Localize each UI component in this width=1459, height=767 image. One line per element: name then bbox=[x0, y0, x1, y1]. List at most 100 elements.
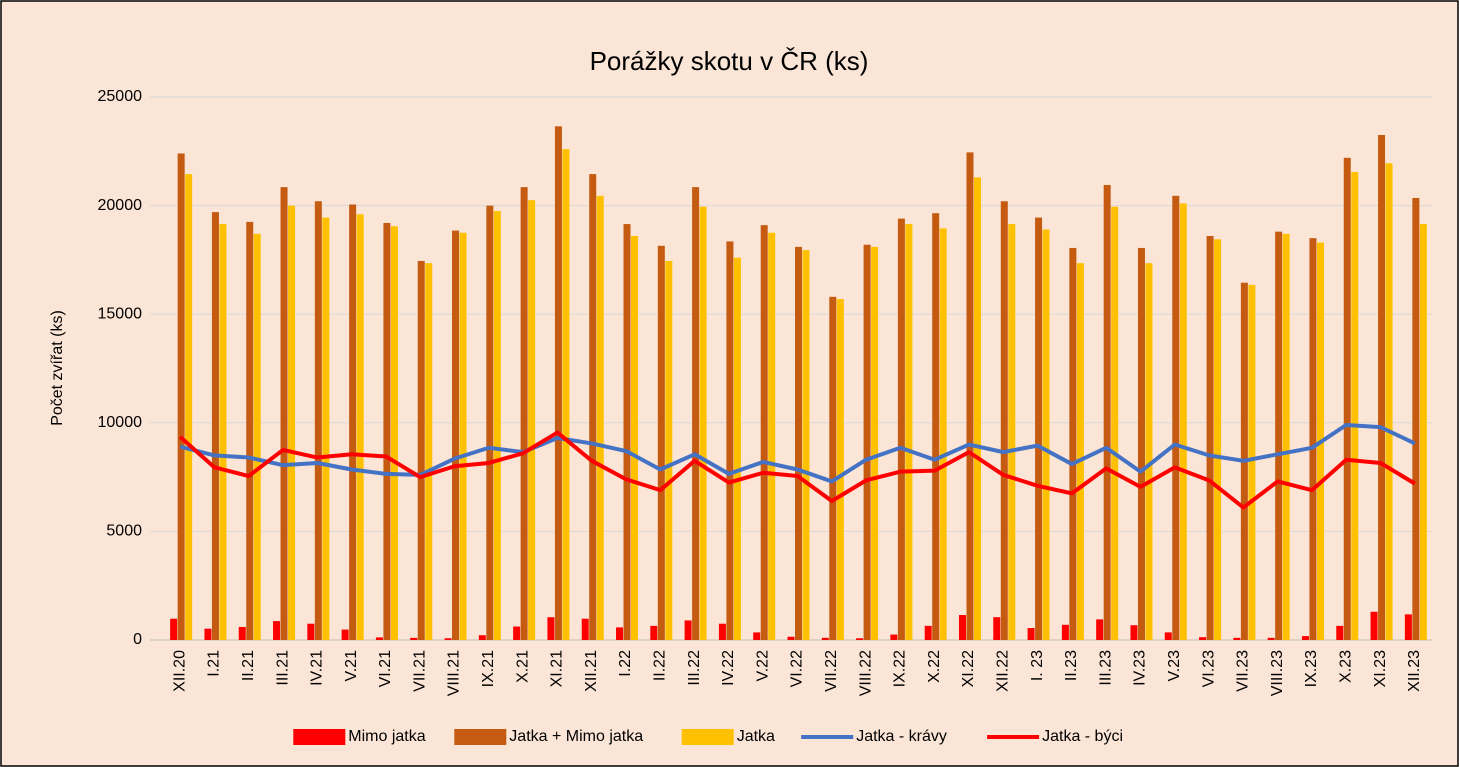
bar bbox=[768, 232, 776, 640]
x-tick-label: V.22 bbox=[754, 650, 771, 682]
bar bbox=[185, 174, 193, 640]
x-tick-label: II.21 bbox=[240, 650, 257, 681]
x-tick-label: VIII.23 bbox=[1269, 650, 1286, 696]
legend-label: Mimo jatka bbox=[348, 728, 425, 745]
bar bbox=[1096, 619, 1104, 640]
bar bbox=[170, 618, 178, 640]
bar bbox=[1370, 611, 1378, 640]
bar bbox=[1309, 238, 1317, 640]
x-tick-label: I.22 bbox=[617, 650, 634, 677]
bar bbox=[871, 246, 879, 641]
bar bbox=[1385, 163, 1393, 640]
bar bbox=[802, 250, 810, 640]
bar bbox=[581, 618, 589, 640]
y-tick-label: 0 bbox=[133, 631, 142, 648]
bar bbox=[631, 236, 639, 640]
bar bbox=[341, 629, 349, 640]
bar bbox=[1069, 247, 1077, 641]
x-tick-label: II.22 bbox=[652, 650, 669, 681]
bar bbox=[699, 206, 707, 640]
bar bbox=[211, 212, 219, 640]
y-tick-label: 25000 bbox=[98, 88, 143, 105]
y-axis-label: Počet zvířat (ks) bbox=[49, 310, 66, 426]
bar bbox=[1137, 247, 1145, 641]
y-tick-label: 10000 bbox=[98, 414, 143, 431]
chart-title: Porážky skotu v ČR (ks) bbox=[590, 46, 869, 76]
x-tick-label: V.23 bbox=[1166, 650, 1183, 682]
bar bbox=[939, 228, 947, 640]
x-tick-label: X.22 bbox=[926, 650, 943, 683]
bar bbox=[616, 627, 624, 640]
bar bbox=[520, 187, 528, 640]
bar bbox=[1282, 233, 1290, 640]
y-tick-label: 5000 bbox=[106, 523, 142, 540]
legend-label: Jatka bbox=[737, 728, 775, 745]
bar bbox=[596, 195, 604, 641]
bar bbox=[1103, 184, 1111, 640]
bar bbox=[1419, 224, 1427, 640]
bar bbox=[829, 296, 837, 640]
bar bbox=[204, 628, 212, 640]
bar bbox=[1035, 217, 1043, 640]
x-tick-label: XI.22 bbox=[960, 650, 977, 687]
bar bbox=[1248, 284, 1256, 640]
x-tick-label: IV.23 bbox=[1132, 650, 1149, 686]
y-tick-label: 15000 bbox=[98, 305, 143, 322]
bar bbox=[1404, 614, 1412, 640]
bar bbox=[726, 241, 734, 641]
bar bbox=[410, 637, 418, 640]
bar bbox=[246, 221, 254, 640]
bar bbox=[650, 625, 658, 640]
x-tick-label: X.21 bbox=[514, 650, 531, 683]
bar bbox=[452, 230, 460, 640]
bar bbox=[459, 232, 467, 640]
line bbox=[179, 422, 1416, 484]
bar bbox=[924, 625, 932, 640]
x-tick-label: VI.22 bbox=[789, 650, 806, 687]
line bbox=[178, 430, 1416, 510]
bar bbox=[718, 623, 726, 640]
bar bbox=[547, 617, 555, 640]
x-tick-label: IV.21 bbox=[309, 650, 326, 686]
bar bbox=[1378, 135, 1386, 640]
bar bbox=[973, 177, 981, 640]
bar bbox=[486, 205, 494, 640]
bar bbox=[478, 635, 486, 640]
x-tick-label: IX.23 bbox=[1303, 650, 1320, 687]
bar bbox=[1233, 637, 1241, 640]
bar bbox=[1206, 236, 1214, 640]
bar bbox=[390, 226, 398, 640]
x-tick-label: IX.22 bbox=[892, 650, 909, 687]
bar bbox=[383, 222, 391, 640]
x-tick-label: III.21 bbox=[274, 650, 291, 686]
x-tick-label: VI.23 bbox=[1200, 650, 1217, 687]
x-tick-label: I.21 bbox=[206, 650, 223, 677]
x-tick-label: XII.20 bbox=[171, 650, 188, 692]
bar bbox=[1179, 203, 1187, 641]
x-tick-label: II.23 bbox=[1063, 650, 1080, 681]
x-tick-label: VI.21 bbox=[377, 650, 394, 687]
bar bbox=[733, 257, 741, 640]
bar bbox=[665, 260, 673, 640]
bar bbox=[1000, 201, 1008, 641]
bar bbox=[1351, 171, 1359, 640]
bar bbox=[1042, 229, 1050, 640]
x-tick-label: XII.22 bbox=[995, 650, 1012, 692]
bar bbox=[932, 213, 940, 640]
x-tick-label: VIII.21 bbox=[446, 650, 463, 696]
bar bbox=[1275, 231, 1283, 640]
bar bbox=[253, 233, 261, 640]
bar bbox=[890, 634, 898, 640]
legend-label: Jatka - býci bbox=[1042, 728, 1123, 745]
bar bbox=[513, 626, 521, 640]
bar bbox=[322, 217, 330, 640]
bar bbox=[863, 244, 871, 641]
bar bbox=[657, 245, 665, 641]
legend-swatch bbox=[454, 729, 507, 745]
bar bbox=[177, 153, 185, 641]
bar bbox=[493, 211, 501, 640]
bar bbox=[836, 298, 844, 640]
bar bbox=[554, 126, 562, 640]
bar bbox=[1008, 224, 1016, 640]
